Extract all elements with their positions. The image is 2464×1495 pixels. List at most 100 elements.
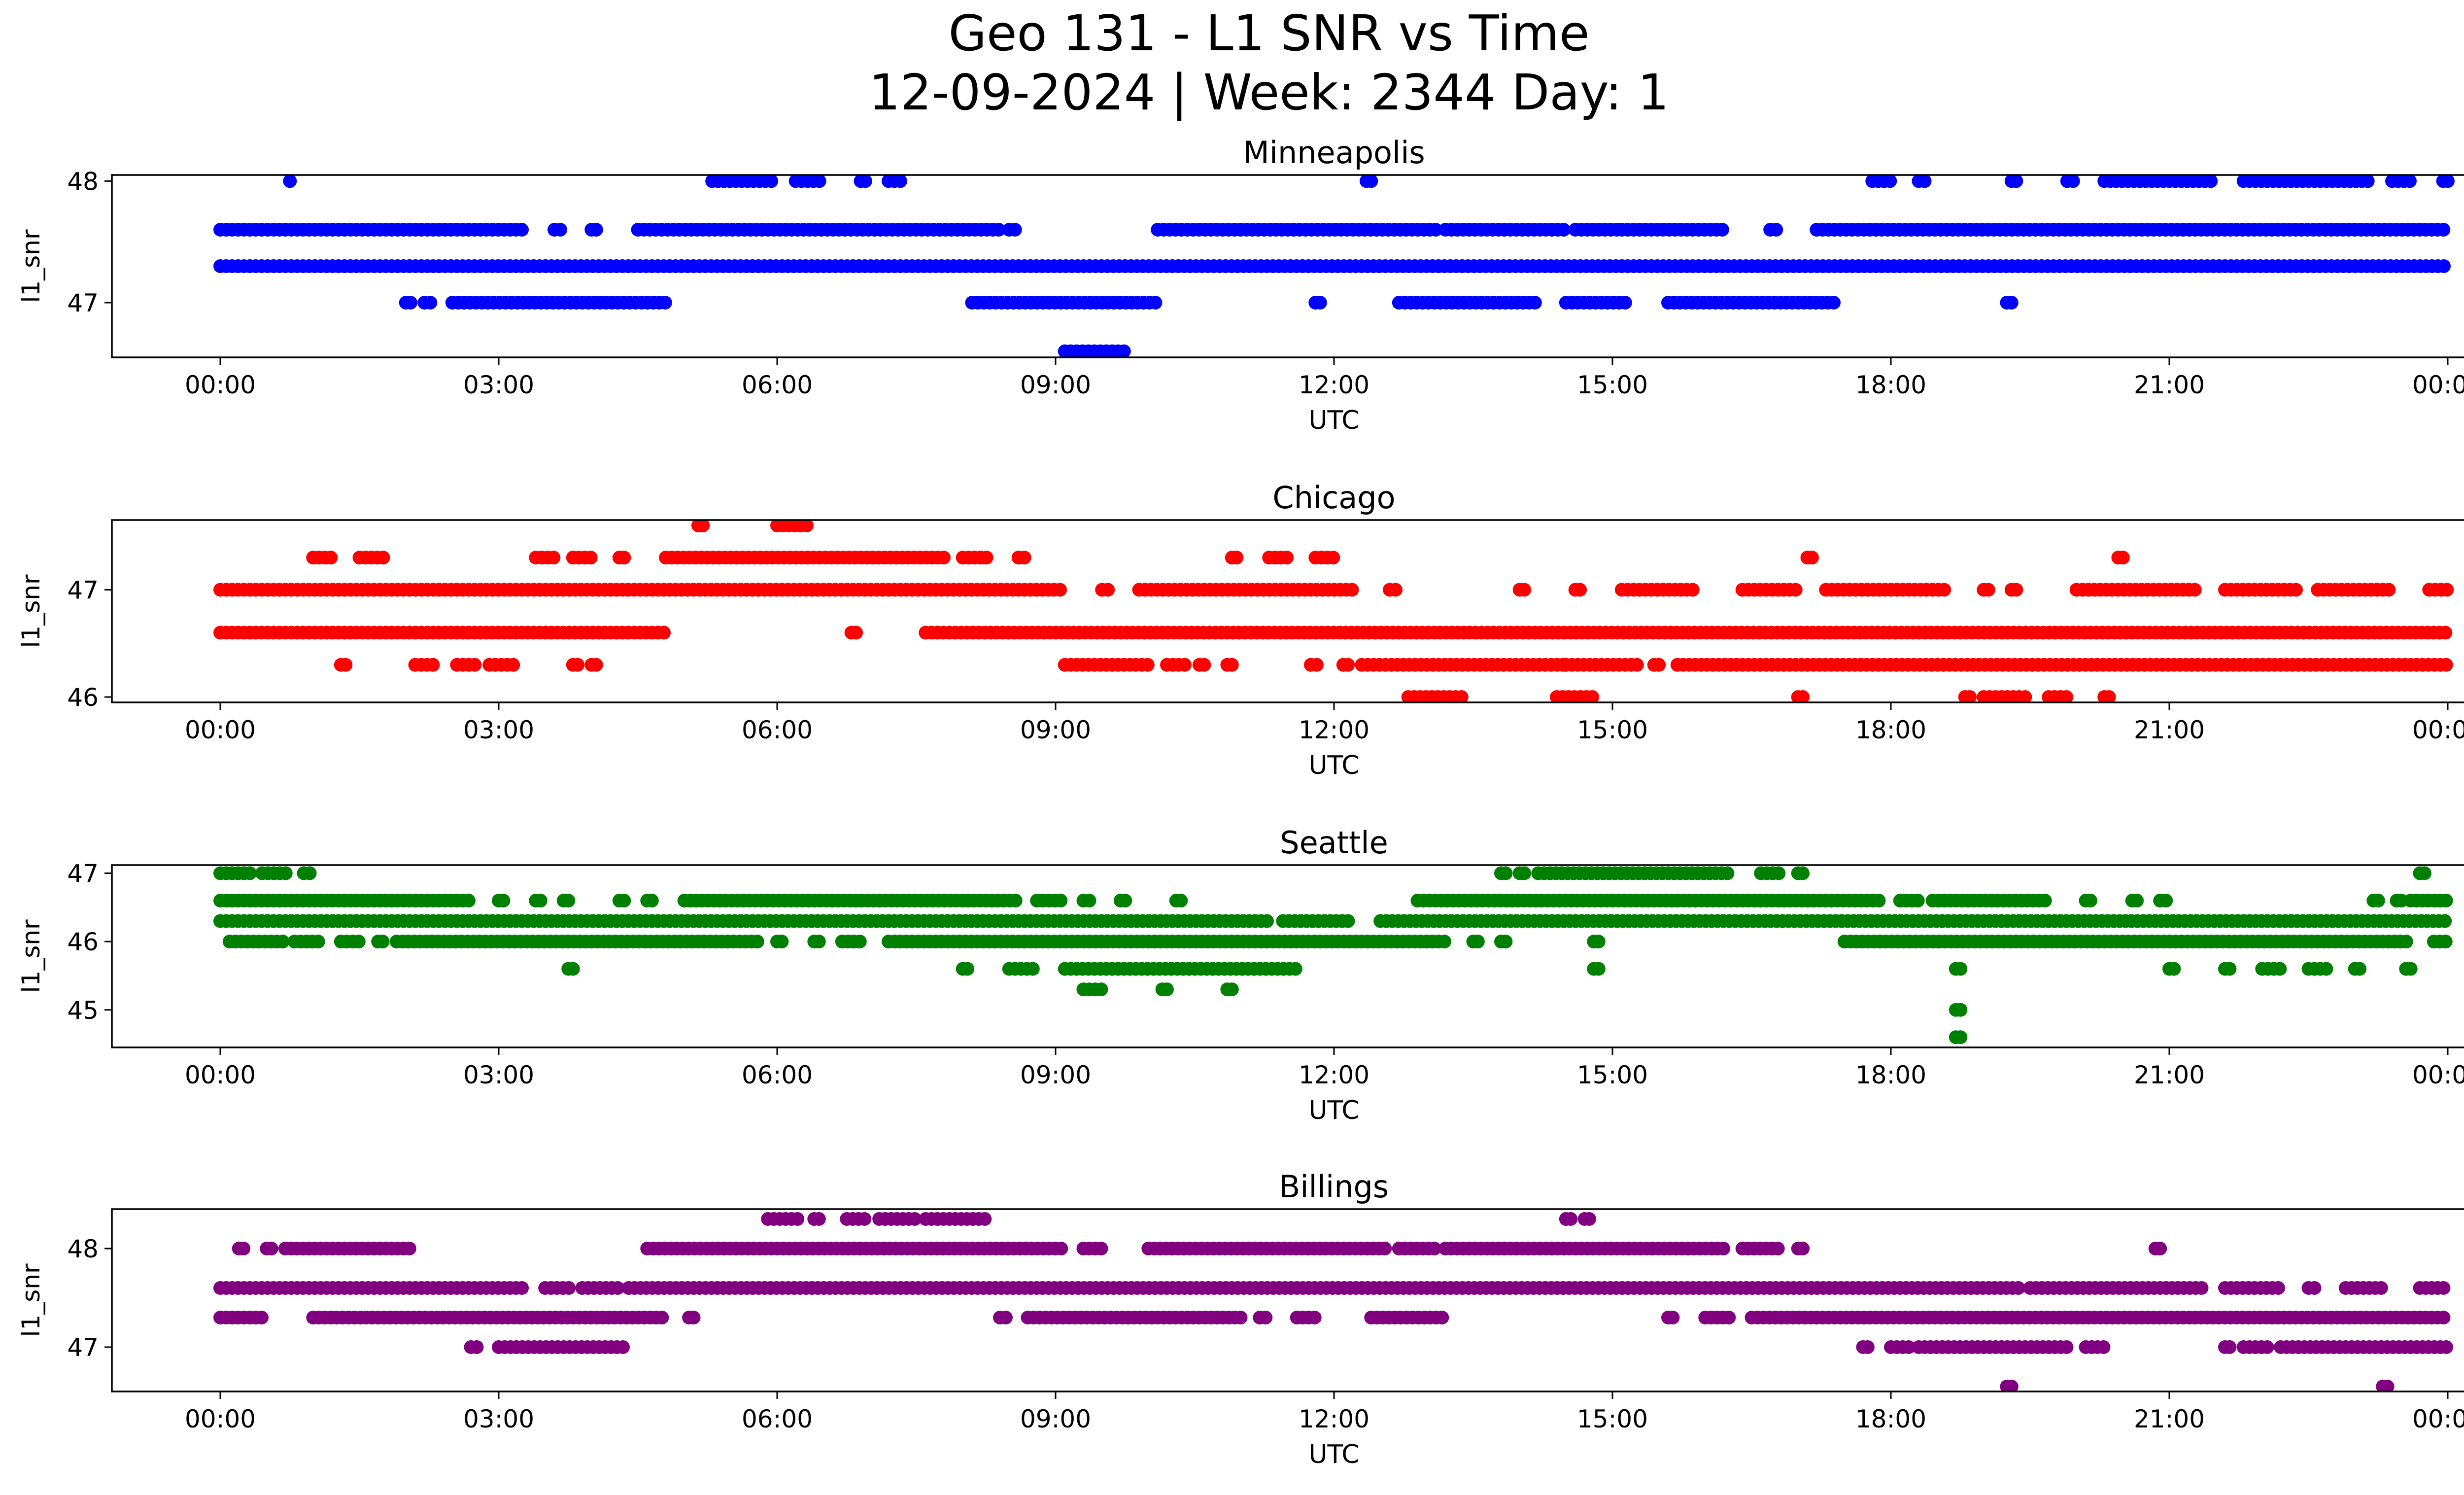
data-point: [1054, 894, 1068, 908]
data-point: [937, 551, 951, 565]
data-point: [561, 894, 576, 908]
axes-frame: [111, 1208, 2464, 1392]
data-point: [1796, 690, 1810, 702]
x-tick-label: 18:00: [1855, 1061, 1926, 1089]
data-point: [1140, 658, 1155, 672]
data-point: [1981, 583, 1995, 597]
data-point: [1101, 583, 1115, 597]
data-point: [1883, 175, 1897, 188]
x-tick-label: 12:00: [1299, 1405, 1369, 1433]
data-point: [1259, 1311, 1273, 1324]
data-point: [800, 520, 814, 532]
y-axis-label: l1_snr: [17, 574, 45, 648]
data-point: [237, 1242, 251, 1255]
x-tick-label: 00:00: [2412, 1405, 2464, 1433]
data-point: [1082, 894, 1096, 908]
data-point: [324, 551, 338, 565]
data-point: [470, 1340, 484, 1354]
data-point: [812, 1212, 826, 1226]
data-point: [351, 935, 366, 949]
data-point: [1378, 1242, 1392, 1255]
data-point: [1230, 551, 1244, 565]
x-tick-label: 21:00: [2134, 1405, 2205, 1433]
x-tick-label: 00:00: [185, 716, 256, 744]
data-point: [1437, 935, 1451, 949]
data-point: [2066, 175, 2080, 188]
data-point: [2403, 175, 2417, 188]
data-point: [1364, 175, 1378, 188]
x-tick-label: 15:00: [1577, 1405, 1648, 1433]
data-point: [1953, 1003, 1968, 1017]
data-point: [506, 658, 520, 672]
data-point: [2223, 1340, 2237, 1354]
y-tick-label: 46: [67, 928, 99, 956]
data-point: [2102, 690, 2116, 702]
data-point: [2271, 1281, 2285, 1295]
data-point: [978, 1212, 992, 1226]
data-point: [2004, 296, 2019, 310]
data-point: [2194, 1281, 2209, 1295]
data-point: [2188, 583, 2202, 597]
data-point: [812, 175, 826, 188]
data-point: [2167, 962, 2181, 976]
x-tick-label: 15:00: [1577, 716, 1648, 744]
data-point: [1389, 583, 1403, 597]
data-point: [311, 935, 325, 949]
data-point: [2009, 175, 2023, 188]
data-point: [2059, 690, 2074, 702]
x-tick-label: 09:00: [1020, 716, 1091, 744]
data-point: [2223, 962, 2237, 976]
data-point: [992, 223, 1006, 237]
data-point: [2011, 1281, 2025, 1295]
data-point: [696, 520, 710, 532]
x-tick-label: 00:00: [185, 1061, 256, 1089]
x-tick-label: 12:00: [1299, 1061, 1369, 1089]
y-tick-label: 47: [67, 1333, 99, 1362]
data-point: [2059, 1340, 2074, 1354]
data-point: [283, 175, 297, 188]
data-point: [1197, 658, 1211, 672]
data-point: [853, 935, 867, 949]
data-point: [571, 658, 585, 672]
data-point: [1178, 658, 1192, 672]
data-point: [2018, 690, 2032, 702]
data-point: [1557, 223, 1571, 237]
x-axis-label: UTC: [1308, 1440, 1359, 1469]
data-point: [1326, 551, 1340, 565]
data-point: [2438, 914, 2452, 928]
x-tick-label: 00:00: [2412, 716, 2464, 744]
data-point: [462, 894, 476, 908]
data-point: [1233, 1311, 1248, 1324]
data-point: [2096, 1340, 2111, 1354]
data-point: [278, 866, 293, 880]
data-point: [812, 935, 826, 949]
x-tick-label: 00:00: [2412, 371, 2464, 399]
data-point: [2440, 583, 2454, 597]
data-point: [1685, 583, 1700, 597]
data-point: [2436, 1311, 2451, 1324]
data-point: [2004, 1380, 2019, 1391]
data-point: [2009, 583, 2023, 597]
data-point: [339, 658, 353, 672]
data-point: [562, 1281, 576, 1295]
data-point: [1591, 935, 1606, 949]
subplot-seattle: Seattle 00:00 03:00 06:00 09:00 12:00 15:00 18:…: [17, 825, 2464, 1125]
data-point: [468, 658, 482, 672]
data-point: [1280, 551, 1294, 565]
data-point: [657, 626, 671, 640]
x-tick-label: 09:00: [1020, 1061, 1091, 1089]
y-axis-label: l1_snr: [17, 1263, 45, 1337]
data-point: [1174, 894, 1188, 908]
data-point: [1963, 690, 1977, 702]
data-point: [999, 1311, 1013, 1324]
x-tick-label: 06:00: [742, 1405, 813, 1433]
data-point: [2439, 1340, 2453, 1354]
data-point: [1591, 962, 1606, 976]
data-point: [1720, 866, 1735, 880]
data-point: [849, 626, 863, 640]
data-point: [790, 1212, 805, 1226]
data-point: [243, 866, 257, 880]
data-point: [893, 175, 907, 188]
data-point: [426, 658, 440, 672]
